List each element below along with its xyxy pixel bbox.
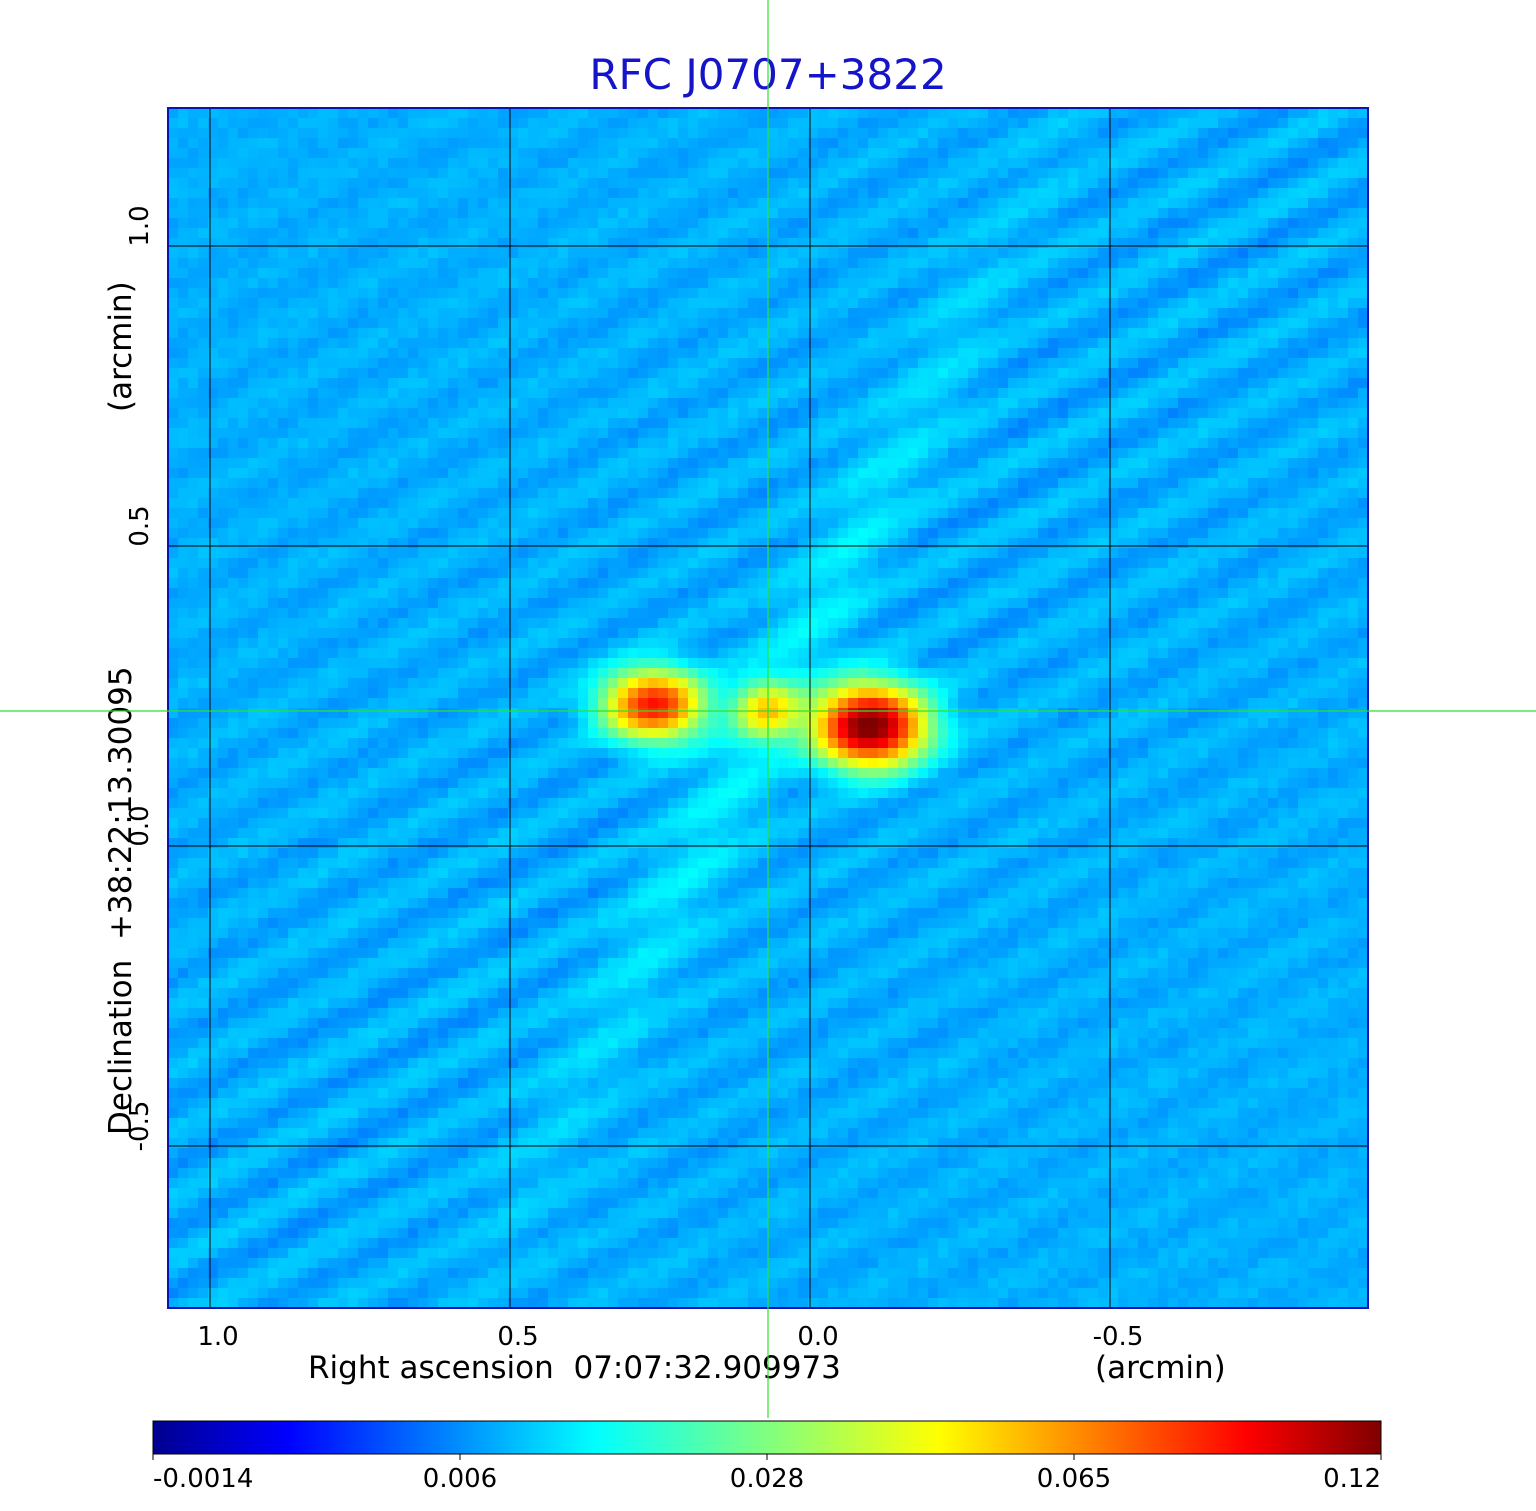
y-axis-label: Declination +38:22:13.30095 <box>103 666 139 1135</box>
colorbar-gradient <box>152 1420 1382 1455</box>
y-tick-label: 1.0 <box>125 205 155 246</box>
x-axis-unit: (arcmin) <box>1095 1350 1226 1386</box>
x-tick-label: 0.5 <box>497 1322 538 1352</box>
colorbar: -0.0014 0.006 0.028 0.065 0.12 <box>152 1420 1382 1494</box>
x-tick-label: 0.0 <box>797 1322 838 1352</box>
colorbar-tick-labels: -0.0014 0.006 0.028 0.065 0.12 <box>152 1454 1382 1494</box>
x-tick-label: -0.5 <box>1093 1322 1144 1352</box>
colorbar-tick-label: -0.0014 <box>153 1464 253 1494</box>
x-tick-label: 1.0 <box>197 1322 238 1352</box>
colorbar-tick-label: 0.006 <box>423 1464 497 1494</box>
x-tick-labels: 1.0 0.5 0.0 -0.5 <box>197 1322 1143 1352</box>
x-axis-label: Right ascension 07:07:32.909973 <box>308 1350 841 1386</box>
y-tick-label: -0.5 <box>125 1101 155 1152</box>
y-axis-unit: (arcmin) <box>103 281 139 412</box>
y-tick-labels: 1.0 0.5 0.0 -0.5 <box>125 205 155 1151</box>
y-tick-label: 0.0 <box>125 805 155 846</box>
crosshair <box>0 0 1536 1418</box>
colorbar-tick-label: 0.065 <box>1037 1464 1111 1494</box>
colorbar-tick-label: 0.12 <box>1323 1464 1381 1494</box>
colorbar-tick-label: 0.028 <box>730 1464 804 1494</box>
y-tick-label: 0.5 <box>125 505 155 546</box>
